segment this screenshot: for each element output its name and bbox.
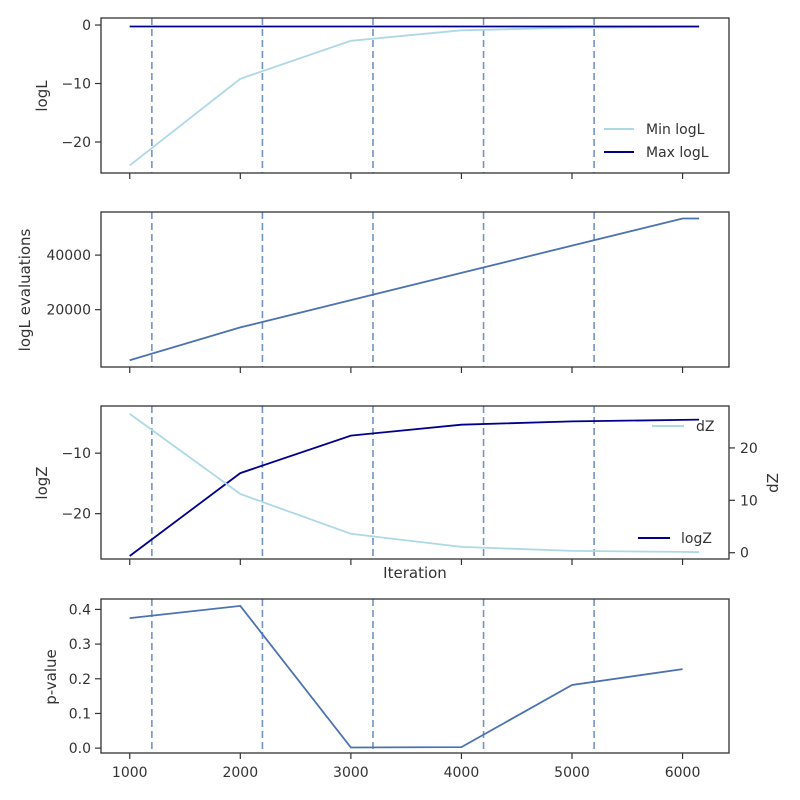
panel-2-series-1-line [129,217,700,362]
panel-2-series [129,217,700,362]
panel-1-ytick-label-2: 0 [82,18,91,34]
panel-3-ylabel: logZ [33,466,51,499]
panel-3: −20 −10 0 10 20 logZ dZ Iteration dZ logZ [33,405,782,582]
panel-4-xtick-label-6000: 6000 [665,765,701,781]
panel-1-y-ticks: −20 −10 0 [61,18,101,151]
panel-3-right-ytick-label-0: 0 [740,546,749,562]
panel-4-ylabel: p-value [42,649,60,705]
panel-2-frame [100,211,730,368]
legend-label-max-logl: Max logL [646,145,709,161]
panel-4-ytick-label-1: 0.1 [69,706,91,722]
panel-2-ylabel: logL evaluations [16,228,34,351]
panel-4-xtick-label-2000: 2000 [222,765,258,781]
panel-3-frame [100,405,730,560]
panel-2: 20000 40000 logL evaluations [16,211,730,373]
panel-1-reference-lines [151,18,595,173]
panel-3-ytick-label-1: −10 [61,446,91,462]
panel-3-ylabel-right: dZ [764,473,782,493]
panel-4-ytick-label-0: 0.0 [69,741,91,757]
panel-2-ytick-label-1: 40000 [46,248,91,264]
panel-1-series [129,25,700,167]
panel-2-y-ticks: 20000 40000 [46,248,101,319]
panel-3-right-ytick-label-1: 10 [740,493,758,509]
panel-3-legend-dz: dZ [652,419,714,435]
panel-3-ytick-label-0: −20 [61,507,91,523]
panel-1-ytick-label-0: −20 [61,135,91,151]
legend-label-min-logl: Min logL [646,122,705,138]
panel-2-reference-lines [151,212,595,367]
panel-4: 1000 2000 3000 4000 5000 6000 0.0 0.1 0.2 0.3 0.4… [42,598,730,781]
panel-4-y-ticks: 0.0 0.1 0.2 0.3 0.4 [69,602,101,757]
panel-3-right-y-ticks: 0 10 20 [729,441,758,562]
panel-4-xtick-label-3000: 3000 [333,765,369,781]
panel-4-x-ticks: 1000 2000 3000 4000 5000 6000 [112,753,700,781]
panel-4-ytick-label-3: 0.3 [69,637,91,653]
panel-3-xlabel: Iteration [383,564,447,582]
panel-3-y-ticks: −20 −10 [61,446,101,523]
panel-1-ylabel: logL [33,80,51,112]
panel-3-legend-logz: logZ [638,531,712,547]
panel-1-frame [100,17,730,174]
panel-2-ytick-label-0: 20000 [46,303,91,319]
panel-3-reference-lines [151,406,595,559]
panel-4-frame [100,598,730,754]
panel-4-ytick-label-4: 0.4 [69,602,91,618]
panel-1-legend: Min logL Max logL [604,122,709,161]
panel-4-ytick-label-2: 0.2 [69,672,91,688]
legend-label-logz: logZ [681,531,712,547]
panel-1: −20 −10 0 logL Min logL Max logL [33,17,730,179]
panel-4-xtick-label-5000: 5000 [554,765,590,781]
panel-3-right-ytick-label-2: 20 [740,441,758,457]
panel-3-series [129,413,700,557]
panel-4-series [129,604,683,749]
legend-label-dz: dZ [696,419,714,435]
panel-1-ytick-label-1: −10 [61,77,91,93]
panel-4-xtick-label-4000: 4000 [444,765,480,781]
panel-3-dz-line [129,413,700,554]
panel-4-reference-lines [151,599,595,753]
panel-1-x-ticks [129,173,684,179]
panel-4-series-1-line [129,604,683,749]
panel-3-logz-line [129,418,700,557]
panel-4-xtick-label-1000: 1000 [112,765,148,781]
panel-3-x-ticks [129,559,684,565]
panel-2-x-ticks [129,367,684,373]
